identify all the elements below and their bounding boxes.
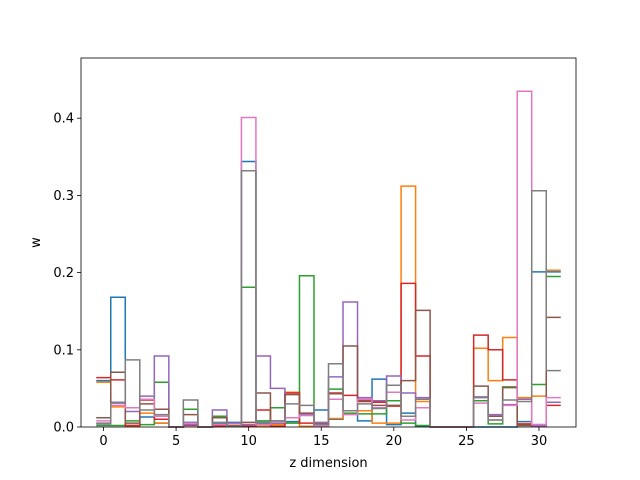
y-axis-label: w xyxy=(29,237,44,248)
x-tick-label: 0 xyxy=(99,434,107,449)
y-tick-label: 0.1 xyxy=(53,343,74,358)
x-tick-label: 10 xyxy=(240,434,257,449)
x-tick-label: 20 xyxy=(386,434,403,449)
x-tick-label: 5 xyxy=(172,434,180,449)
y-tick-label: 0.4 xyxy=(53,112,74,127)
axes-frame xyxy=(80,57,577,428)
y-tick-label: 0.3 xyxy=(53,189,74,204)
x-axis-ticks: 0 5 10 15 20 25 30 xyxy=(99,427,547,449)
y-tick-label: 0.0 xyxy=(53,421,74,436)
x-tick-label: 30 xyxy=(531,434,548,449)
x-tick-label: 25 xyxy=(458,434,475,449)
y-axis-ticks: 0.0 0.1 0.2 0.3 0.4 xyxy=(53,112,81,436)
x-tick-label: 15 xyxy=(313,434,330,449)
x-axis-label: z dimension xyxy=(289,456,367,471)
y-tick-label: 0.2 xyxy=(53,266,74,281)
